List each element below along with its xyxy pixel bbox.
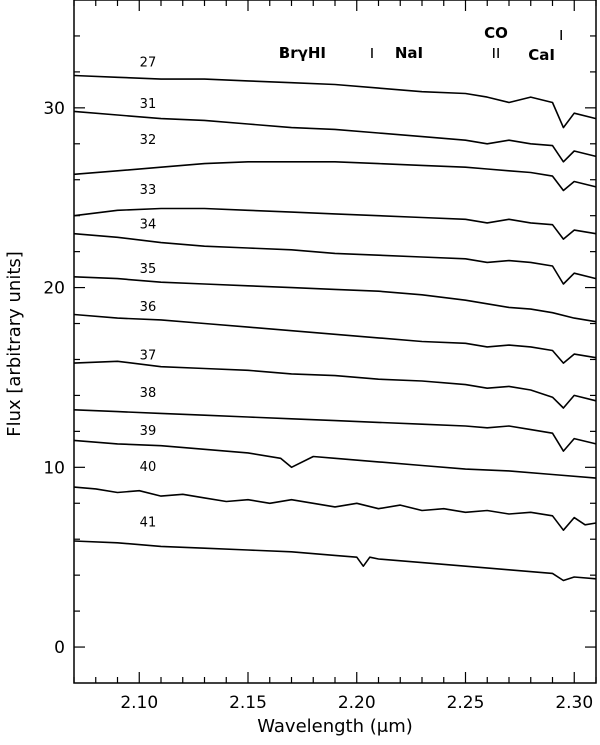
x-axis-title: Wavelength (μm) (257, 716, 413, 737)
x-tick-label: 2.15 (229, 693, 267, 713)
plot-layer: BrγHI NaI CO CaI 27 31 32 33 34 35 36 37 38 39 40 41 (73, 24, 597, 582)
spectrum-label-35: 35 (140, 262, 157, 277)
spectrum-label-32: 32 (140, 133, 157, 148)
x-tick-label: 2.20 (338, 693, 376, 713)
spectrum-label-38: 38 (140, 386, 157, 401)
spectrum-label-27: 27 (140, 56, 157, 71)
x-tick-label: 2.30 (555, 693, 593, 713)
spectrum-line-34 (73, 232, 597, 285)
spectrum-line-31 (73, 110, 597, 163)
spectrum-label-34: 34 (140, 217, 157, 232)
spectrum-label-33: 33 (140, 183, 157, 198)
y-tick-label: 20 (43, 279, 65, 299)
y-axis-ticks: 0 10 20 30 (43, 35, 596, 658)
spectrum-line-36 (73, 313, 597, 364)
spectrum-label-36: 36 (140, 300, 157, 315)
y-tick-label: 10 (43, 458, 65, 478)
spectrum-label-39: 39 (140, 424, 157, 439)
y-tick-label: 0 (54, 638, 65, 658)
spectrum-line-39 (73, 439, 597, 479)
spectral-line-label: BrγHI (279, 44, 326, 62)
spectrum-label-37: 37 (140, 348, 157, 363)
spectral-line-label: NaI (395, 44, 423, 62)
spectrum-line-32 (73, 161, 597, 192)
y-tick-label: 30 (43, 99, 65, 119)
x-tick-label: 2.25 (447, 693, 485, 713)
x-axis-ticks: 2.10 2.15 2.20 2.25 2.30 (73, 0, 597, 713)
spectrum-line-35 (73, 276, 597, 323)
spectrum-line-27 (73, 74, 597, 129)
spectrum-line-37 (73, 360, 597, 409)
spectral-line-label: CaI (528, 46, 555, 64)
spectrum-line-41 (73, 540, 597, 582)
spectrum-label-40: 40 (140, 460, 157, 475)
spectral-line-label: CO (484, 24, 508, 42)
spectrum-line-33 (73, 207, 597, 240)
y-axis-title: Flux [arbitrary units] (4, 251, 25, 437)
spectrum-label-41: 41 (140, 516, 157, 531)
spectrum-label-31: 31 (140, 97, 157, 112)
x-tick-label: 2.10 (120, 693, 158, 713)
spectrum-line-40 (73, 486, 597, 532)
spectrum-line-38 (73, 409, 597, 452)
